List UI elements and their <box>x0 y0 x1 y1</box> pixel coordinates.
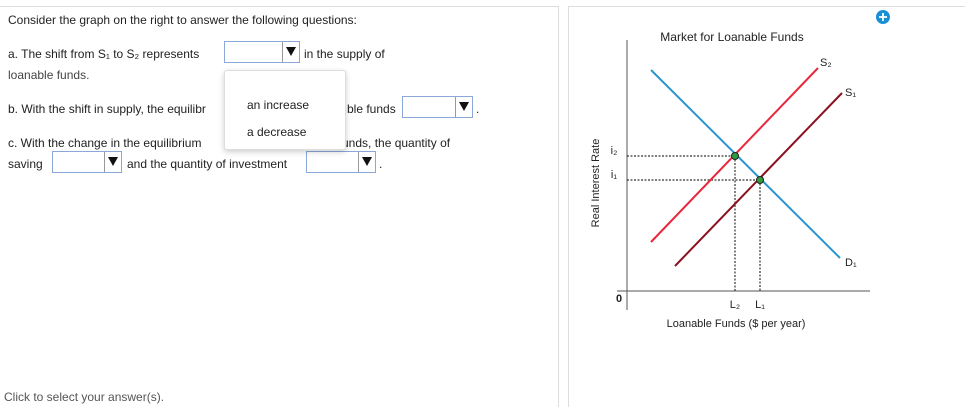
question-text: loanable funds. <box>8 68 90 82</box>
question-text: and the quantity of investment <box>127 157 288 171</box>
panel-border <box>568 6 965 407</box>
question-text: in the supply of <box>304 47 385 61</box>
dropdown-option[interactable]: an increase <box>247 98 310 112</box>
intro: Consider the graph on the right to answe… <box>8 13 357 27</box>
dropdown-menu: an increase a decrease <box>224 70 346 150</box>
question-text: b. With the shift in supply, the equilib… <box>8 102 206 116</box>
question-text: unds, the quantity of <box>342 136 451 150</box>
footer: Click to select your answer(s). <box>4 390 165 404</box>
panel-border <box>0 6 559 407</box>
dropdown[interactable] <box>402 96 473 118</box>
dropdown[interactable] <box>306 151 376 173</box>
question-text: ble funds <box>347 102 396 116</box>
question-text: saving <box>8 157 43 171</box>
dropdown[interactable] <box>224 41 300 63</box>
punct: . <box>476 102 480 116</box>
punct: . <box>379 157 383 171</box>
question-text: a. The shift from S₁ to S₂ represents <box>8 47 200 61</box>
dropdown-option[interactable]: a decrease <box>247 125 307 139</box>
dropdown[interactable] <box>52 151 122 173</box>
question-text: c. With the change in the equilibrium <box>8 136 202 150</box>
